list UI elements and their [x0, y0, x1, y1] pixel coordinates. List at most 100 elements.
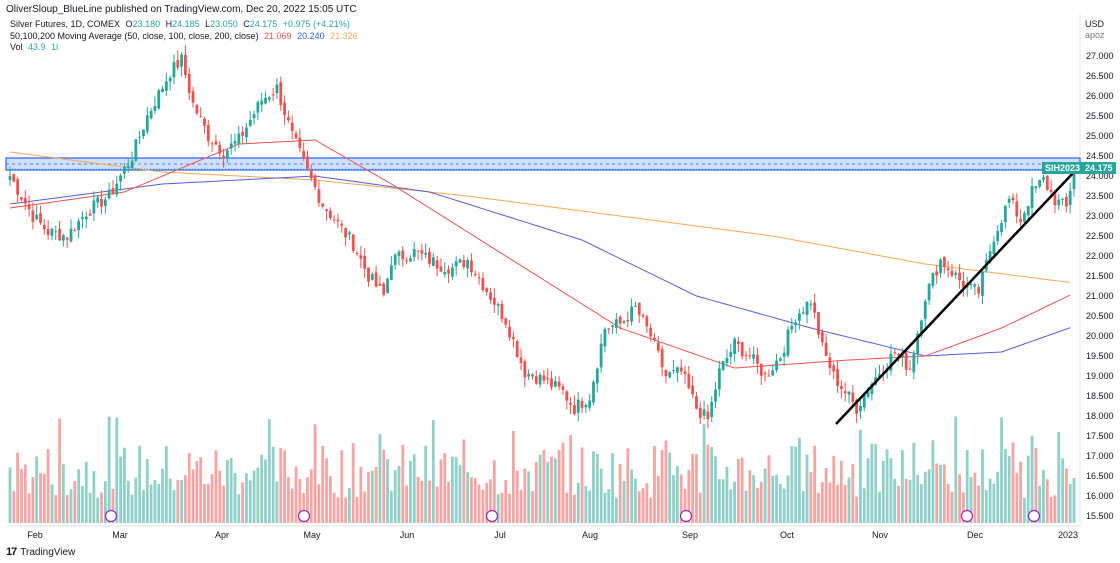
candle-body	[1042, 177, 1045, 180]
volume-bar	[595, 453, 599, 523]
price-tick-label: 17.500	[1086, 431, 1114, 441]
volume-bar	[778, 484, 782, 523]
volume-bar	[717, 479, 721, 523]
volume-bar	[908, 479, 912, 523]
volume-bar	[1023, 497, 1026, 523]
vol-legend-row[interactable]: Vol 43.9 1l	[10, 42, 358, 54]
candle-body	[8, 176, 12, 181]
volume-bar	[984, 490, 988, 523]
candle-body	[302, 150, 306, 158]
candle-body	[206, 124, 210, 142]
candle-body	[306, 156, 309, 169]
candle-body	[359, 255, 363, 259]
volume-bar	[916, 475, 920, 523]
candle-body	[435, 260, 439, 269]
volume-bar	[946, 483, 950, 523]
volume-bar	[1015, 472, 1019, 523]
volume-bar	[885, 449, 889, 523]
candle-body	[416, 250, 420, 252]
candle-body	[65, 237, 69, 240]
candle-body	[679, 367, 683, 372]
volume-bar	[16, 452, 20, 523]
volume-bar	[237, 494, 241, 523]
candle-body	[828, 357, 832, 369]
candle-body	[527, 373, 531, 377]
candle-body	[603, 328, 607, 347]
candle-body	[42, 224, 46, 230]
volume-bar	[409, 460, 412, 523]
candle-body	[20, 197, 23, 200]
candle-body	[725, 357, 729, 363]
open-label: O	[125, 19, 133, 29]
volume-bar	[267, 419, 271, 523]
candle-body	[645, 316, 649, 327]
candle-body	[378, 283, 382, 286]
volume-bar	[958, 474, 961, 523]
currency-unit[interactable]: USD apoz	[1085, 19, 1105, 41]
candle-body	[54, 231, 58, 233]
candle-body	[229, 143, 233, 149]
candle-body	[706, 411, 710, 420]
volume-bar	[84, 461, 88, 523]
candle-body	[489, 292, 492, 300]
candle-body	[279, 82, 283, 106]
volume-bar	[763, 468, 767, 523]
month-tick-label: Jul	[494, 530, 506, 540]
volume-bar	[412, 454, 416, 523]
tradingview-footer[interactable]: 17 TradingView	[6, 546, 75, 558]
volume-bar	[965, 450, 969, 523]
month-tick-label: Feb	[27, 530, 43, 540]
candle-body	[531, 374, 534, 377]
symbol-legend-row[interactable]: Silver Futures, 1D, COMEX O23.180 H24.18…	[10, 19, 358, 31]
candle-body	[363, 255, 367, 269]
ma-legend-row[interactable]: 50,100,200 Moving Average (50, close, 10…	[10, 31, 358, 43]
candle-body	[450, 267, 454, 277]
volume-bar	[504, 479, 508, 523]
volume-bar	[649, 497, 653, 523]
volume-bar	[809, 472, 813, 523]
volume-bar	[176, 479, 180, 523]
volume-bar	[378, 433, 382, 523]
candle-body	[1034, 186, 1038, 189]
volume-bar	[195, 461, 199, 523]
candle-body	[790, 325, 794, 330]
volume-bar	[508, 493, 511, 523]
volume-bar	[286, 476, 290, 523]
volume-bar	[172, 490, 176, 523]
candle-body	[439, 266, 443, 272]
close-label: C	[243, 19, 250, 29]
candle-body	[981, 271, 984, 296]
price-tick-label: 22.500	[1086, 231, 1114, 241]
volume-bar	[489, 479, 492, 523]
candle-body	[317, 189, 321, 203]
candle-body	[123, 166, 126, 174]
candle-body	[58, 228, 61, 241]
volume-bar	[515, 470, 519, 523]
candle-body	[252, 114, 256, 119]
candle-body	[935, 271, 939, 276]
candle-body	[1015, 201, 1019, 217]
candle-body	[855, 400, 859, 414]
volume-bar	[168, 478, 172, 523]
candle-body	[126, 165, 130, 168]
volume-bar	[424, 445, 428, 523]
candle-body	[100, 198, 103, 207]
candle-body	[1061, 198, 1064, 200]
volume-bar	[279, 448, 283, 523]
volume-bar	[325, 458, 328, 523]
volume-bar	[23, 464, 27, 523]
candle-body	[420, 250, 424, 254]
candle-body	[683, 371, 687, 375]
price-tick-label: 17.000	[1086, 451, 1114, 461]
symbol-price-badge: SIH2023	[1042, 162, 1084, 174]
volume-bar	[306, 477, 309, 523]
candle-body	[203, 118, 206, 126]
candle-body	[260, 100, 264, 105]
volume-bar	[538, 454, 542, 523]
volume-bar	[161, 468, 164, 523]
candle-body	[763, 373, 767, 375]
volume-bar	[126, 480, 130, 523]
candle-body	[733, 338, 736, 354]
volume-bar	[759, 481, 763, 523]
